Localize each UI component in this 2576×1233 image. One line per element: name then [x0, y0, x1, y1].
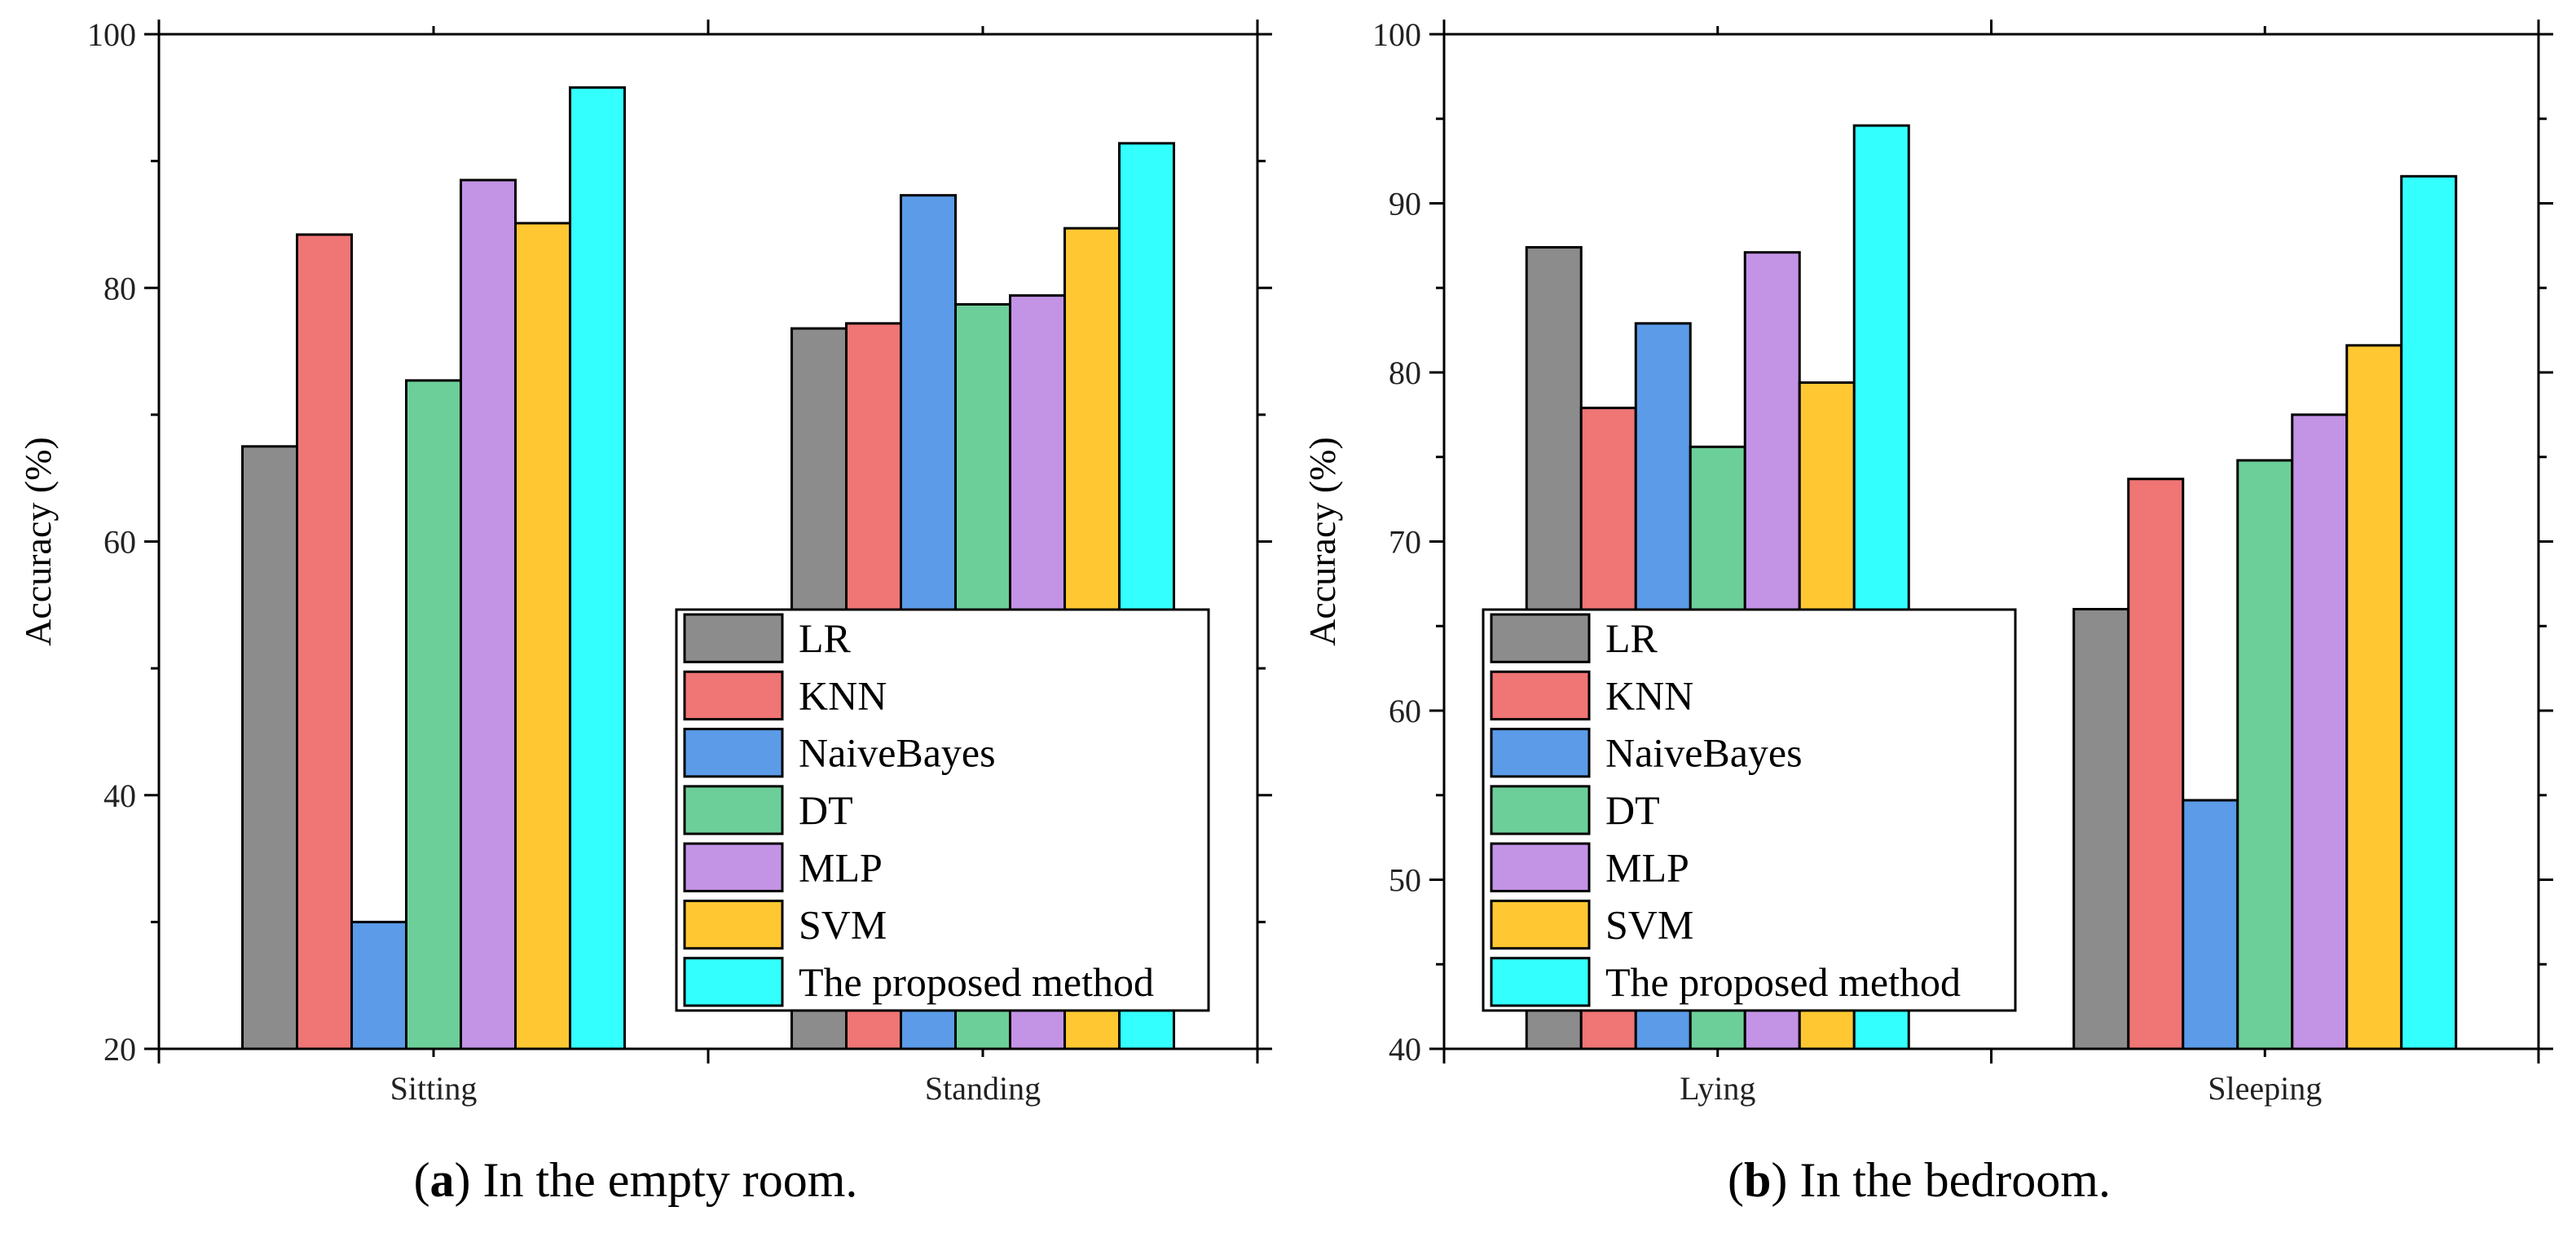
panel-caption: (b) In the bedroom. [1728, 1153, 2111, 1207]
legend-label: MLP [1605, 844, 1689, 890]
legend-swatch [683, 670, 784, 721]
legend-label: The proposed method [799, 959, 1154, 1005]
legend-swatch [1490, 785, 1591, 835]
legend: LR KNN NaiveBayes DT MLP SVM The proposed meth… [675, 608, 1210, 1012]
legend-swatch [1490, 670, 1591, 721]
y-tick-label: 40 [1389, 1031, 1421, 1068]
legend-swatch [683, 613, 784, 663]
legend-swatch [683, 785, 784, 835]
bar-naivebayes-sitting [350, 920, 407, 1050]
y-tick-label: 60 [1389, 693, 1421, 729]
y-tick-label: 90 [1389, 186, 1421, 222]
legend-swatch [1490, 957, 1591, 1007]
legend-label: MLP [799, 844, 883, 890]
bar-the-proposed-method-sleeping [2400, 174, 2458, 1050]
x-tick-label: Sitting [390, 1070, 478, 1107]
legend-label: KNN [799, 672, 887, 718]
bar-knn-sleeping [2127, 478, 2185, 1050]
bar-svm-sitting [514, 222, 571, 1050]
bar-lr-sleeping [2072, 608, 2130, 1050]
legend-swatch [683, 899, 784, 950]
legend-swatch [683, 842, 784, 892]
bar-naivebayes-sleeping [2182, 799, 2239, 1050]
bar-svm-sleeping [2345, 344, 2403, 1050]
y-tick-label: 80 [1389, 354, 1421, 391]
bar-mlp-sleeping [2291, 413, 2349, 1050]
y-tick-label: 20 [103, 1031, 136, 1068]
legend-label: DT [1605, 787, 1660, 833]
legend-label: SVM [1605, 902, 1693, 948]
y-axis-title: Accuracy (%) [1301, 437, 1343, 646]
legend-label: DT [799, 787, 853, 833]
bar-mlp-sitting [460, 178, 517, 1050]
legend-swatch [1490, 842, 1591, 892]
legend-swatch [1490, 899, 1591, 950]
legend-label: NaiveBayes [799, 730, 996, 776]
legend: LR KNN NaiveBayes DT MLP SVM The proposed meth… [1482, 608, 2017, 1012]
y-tick-label: 60 [103, 524, 136, 561]
x-tick-label: Standing [925, 1070, 1041, 1107]
legend-label: LR [1605, 615, 1658, 661]
y-tick-label: 100 [1372, 16, 1421, 53]
chart-panel-b: 40 50 60 70 80 90 100 Lying Sleeping Accuracy (%)… [1301, 16, 2553, 1207]
bar-dt-sitting [405, 379, 462, 1050]
chart-panel-a: 20 40 60 80 100 Sitting Standing Accuracy (%) LR… [17, 16, 1272, 1207]
y-tick-label: 100 [87, 16, 136, 53]
legend-swatch [1490, 728, 1591, 778]
bar-the-proposed-method-sitting [569, 86, 626, 1050]
legend-swatch [683, 957, 784, 1007]
legend-label: The proposed method [1605, 959, 1961, 1005]
x-tick-label: Lying [1680, 1070, 1755, 1107]
legend-label: KNN [1605, 672, 1693, 718]
legend-swatch [683, 728, 784, 778]
y-tick-label: 70 [1389, 524, 1421, 561]
legend-swatch [1490, 613, 1591, 663]
y-tick-label: 80 [103, 270, 136, 306]
bar-dt-sleeping [2236, 459, 2294, 1050]
y-tick-label: 50 [1389, 862, 1421, 899]
y-tick-label: 40 [103, 777, 136, 814]
bar-lr-sitting [241, 445, 298, 1050]
panel-caption: (a) In the empty room. [414, 1153, 858, 1207]
y-axis-title: Accuracy (%) [17, 437, 59, 646]
x-tick-label: Sleeping [2208, 1070, 2322, 1107]
legend-label: NaiveBayes [1605, 730, 1803, 776]
legend-label: SVM [799, 902, 887, 948]
legend-label: LR [799, 615, 852, 661]
bar-knn-sitting [296, 233, 353, 1050]
